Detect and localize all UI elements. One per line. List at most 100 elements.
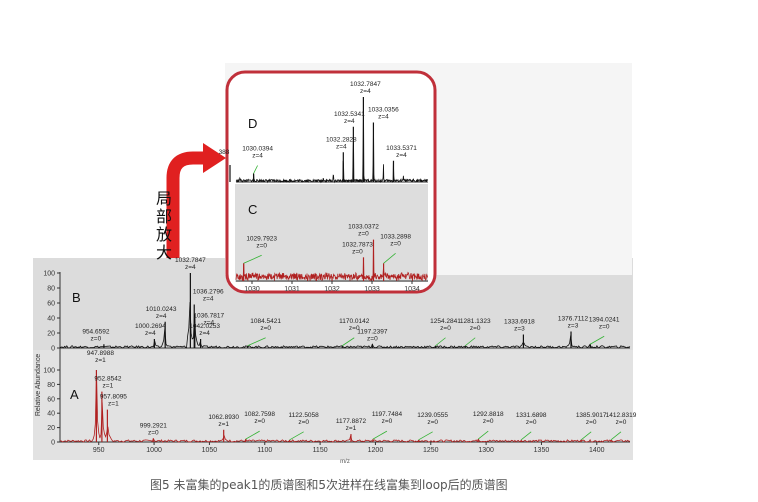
peak-mz-label: 952.8542	[94, 376, 121, 383]
peak-charge-label: z=0	[367, 335, 378, 342]
peak-mz-label: 388	[219, 149, 230, 156]
x-tick-label: 1300	[478, 447, 494, 454]
y-tick-label: 20	[47, 425, 55, 432]
peak-mz-label: 1030.0394	[242, 146, 273, 153]
x-axis-label: m/z	[340, 459, 350, 465]
peak-charge-label: z=0	[616, 419, 627, 426]
peak-charge-label: z=0	[382, 418, 393, 425]
peak-leader-line	[289, 431, 304, 441]
peak-charge-label: z=0	[260, 325, 271, 332]
peak-charge-label: z=0	[148, 429, 159, 436]
peak-charge-label: z=0	[349, 325, 360, 332]
x-tick-label: 1033	[364, 286, 380, 293]
peak-charge-label: z=0	[358, 231, 369, 238]
peak-leader-line	[464, 337, 476, 347]
peak-charge-label: z=1	[95, 357, 106, 364]
peak-charge-label: z=0	[91, 335, 102, 342]
peak-mz-label: 1412.8319	[606, 412, 637, 419]
peak-charge-label: z=4	[344, 118, 355, 125]
y-tick-label: 40	[47, 316, 55, 323]
peak-mz-label: 1292.8818	[473, 411, 504, 418]
panel-c-letter: C	[248, 202, 257, 217]
peak-leader-line	[253, 165, 258, 174]
panel-d-letter: D	[248, 116, 257, 131]
peak-mz-label: 1032.5341	[334, 111, 365, 118]
peak-mz-label: 1033.2898	[380, 233, 411, 240]
peak-mz-label: 1032.7873	[342, 241, 373, 248]
x-tick-label: 950	[93, 447, 105, 454]
y-tick-label: 80	[47, 286, 55, 293]
peak-leader-line	[418, 431, 433, 441]
peak-mz-label: 1333.6918	[504, 319, 535, 326]
peak-mz-label: 1082.7598	[244, 411, 275, 418]
y-tick-label: 20	[47, 331, 55, 338]
peak-charge-label: z=1	[346, 425, 357, 432]
peak-leader-line	[610, 431, 622, 441]
peak-charge-label: z=0	[254, 418, 265, 425]
peak-mz-label: 1254.2841	[430, 318, 461, 325]
peak-charge-label: z=4	[203, 319, 214, 326]
y-tick-label: 60	[47, 301, 55, 308]
peak-charge-label: z=0	[586, 419, 597, 426]
zoom-arrow-head	[203, 143, 226, 173]
peak-mz-label: 1036.7817	[193, 312, 224, 319]
figure-caption: 图5 未富集的peak1的质谱图和5次进样在线富集到loop后的质谱图	[150, 478, 508, 492]
peak-leader-line	[435, 337, 446, 347]
x-tick-label: 1250	[423, 447, 439, 454]
x-tick-label: 1000	[146, 447, 162, 454]
peak-leader-line	[580, 431, 592, 441]
peak-mz-label: 1122.5058	[289, 412, 320, 419]
peak-mz-label: 1036.2796	[193, 289, 224, 296]
peak-mz-label: 1239.0555	[417, 412, 448, 419]
peak-mz-label: 1197.7484	[372, 411, 403, 418]
peak-leader-line	[372, 430, 388, 440]
peak-charge-label: z=0	[470, 325, 481, 332]
x-tick-label: 1400	[589, 447, 605, 454]
peak-mz-label: 1000.2694	[135, 323, 166, 330]
peak-leader-line	[247, 337, 266, 347]
peak-mz-label: 1394.0241	[589, 316, 620, 323]
panel-a-letter: A	[70, 387, 79, 402]
peak-mz-label: 1084.5421	[250, 318, 281, 325]
peak-charge-label: z=4	[156, 313, 167, 320]
peak-charge-label: z=4	[185, 264, 196, 271]
peak-leader-line	[477, 430, 489, 440]
peak-mz-label: 957.8095	[100, 394, 127, 401]
peak-charge-label: z=4	[360, 88, 371, 95]
peak-charge-label: z=0	[256, 242, 267, 249]
spectrum-traces	[59, 105, 631, 443]
panel-b-letter: B	[72, 290, 81, 305]
peak-mz-label: 947.8988	[87, 350, 114, 357]
peak-mz-label: 1029.7923	[246, 235, 277, 242]
spectrum-trace-c	[235, 239, 428, 282]
peak-leader-line	[383, 252, 396, 264]
peak-charge-label: z=0	[298, 419, 309, 426]
y-tick-label: 0	[51, 440, 55, 447]
spectrum-trace-d	[235, 105, 428, 184]
peak-charge-label: z=0	[483, 418, 494, 425]
y-tick-label: 100	[43, 368, 55, 375]
y-tick-label: 100	[43, 271, 55, 278]
y-axis-label: Relative Abundance	[35, 354, 42, 416]
peak-charge-label: z=0	[599, 323, 610, 330]
x-tick-label: 1200	[368, 447, 384, 454]
peak-charge-label: z=1	[108, 401, 119, 408]
peak-charge-label: z=0	[440, 325, 451, 332]
peak-charge-label: z=0	[352, 248, 363, 255]
spectrum-trace-b	[59, 302, 631, 349]
spectrum-trace-a	[59, 370, 631, 443]
peak-mz-label: 1032.2828	[326, 136, 357, 143]
zoom-in-label: 局 部 放 大	[156, 190, 172, 262]
peak-mz-label: 1032.7847	[175, 257, 206, 264]
peak-charge-label: z=0	[427, 419, 438, 426]
peak-mz-label: 999.2921	[140, 422, 167, 429]
peak-charge-label: z=1	[218, 421, 229, 428]
x-tick-label: 1350	[534, 447, 550, 454]
peak-mz-label: 1042.0253	[189, 323, 220, 330]
x-tick-label: 1031	[284, 286, 300, 293]
y-tick-label: 40	[47, 411, 55, 418]
panel-c-background	[235, 184, 428, 282]
peak-mz-label: 1033.0356	[368, 107, 399, 114]
peak-charge-label: z=4	[199, 330, 210, 337]
